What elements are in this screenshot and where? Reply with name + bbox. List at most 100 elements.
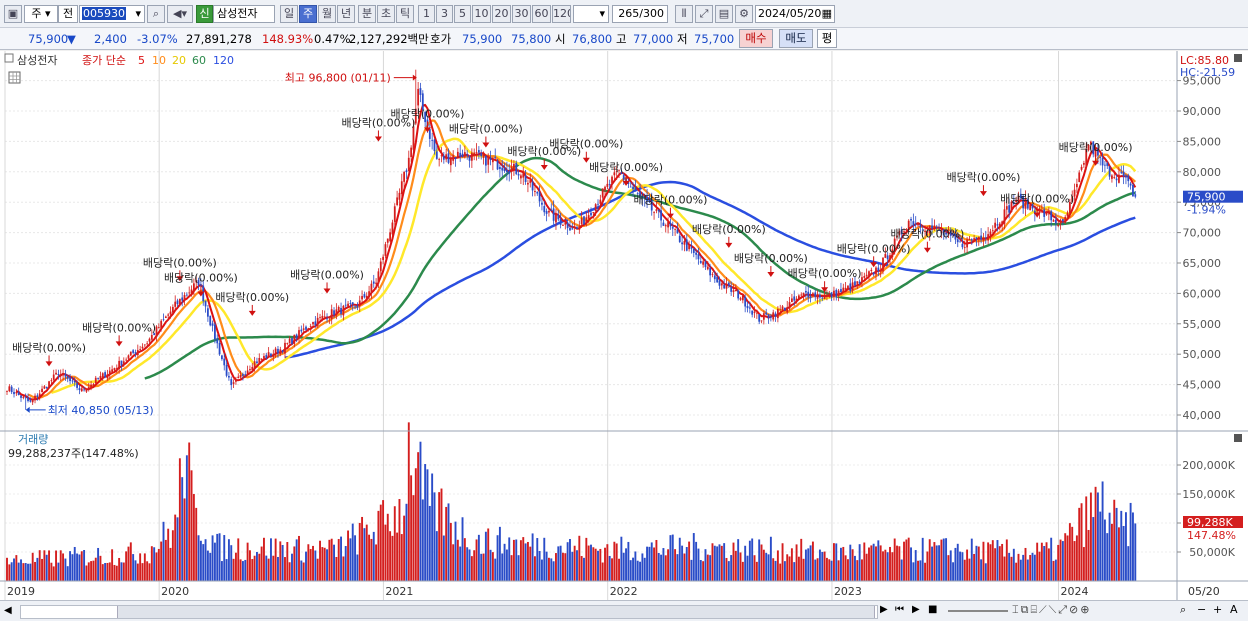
play-icon[interactable]: ▶: [912, 604, 920, 615]
volume-panel-close-icon[interactable]: [1234, 434, 1242, 442]
interval-custom-select[interactable]: ▾: [573, 5, 609, 23]
interval-5[interactable]: 5: [454, 5, 471, 23]
volume-bar: [232, 558, 235, 581]
volume-bar: [414, 468, 417, 581]
volume-bar: [594, 548, 597, 581]
volume-bar: [744, 545, 747, 581]
code-input[interactable]: 005930 ▾: [79, 5, 145, 23]
candle-body: [242, 374, 244, 376]
candle-body: [660, 210, 662, 221]
scroll-thumb[interactable]: [117, 606, 875, 618]
legend-toggle-icon[interactable]: [4, 53, 14, 63]
volume-bar: [337, 539, 340, 581]
period-tick[interactable]: 틱: [396, 5, 414, 23]
volume-bar: [711, 543, 714, 581]
candle-body: [725, 283, 728, 289]
candle-body: [819, 294, 821, 298]
scroll-track[interactable]: [20, 605, 878, 619]
dividend-marker-arrow: [1092, 160, 1100, 166]
volume-bar: [375, 544, 378, 581]
zoom-slider[interactable]: [948, 610, 1008, 612]
speaker-icon[interactable]: ◀▾: [167, 5, 193, 23]
candle-body: [211, 323, 214, 326]
rewind-icon[interactable]: ⏮: [895, 604, 904, 615]
volume-bar: [344, 546, 347, 581]
period-year[interactable]: 년: [337, 5, 355, 23]
candle-body: [534, 191, 536, 193]
volume-bar: [982, 541, 985, 581]
dividend-label: 배당락(0.00%): [1000, 192, 1074, 205]
search-icon[interactable]: ⌕: [147, 5, 165, 23]
dividend-marker-arrow: [767, 272, 775, 278]
candle-body: [854, 281, 856, 286]
eval-button[interactable]: 평: [817, 29, 837, 48]
volume-bar: [1122, 526, 1125, 581]
period-minute[interactable]: 분: [358, 5, 376, 23]
volume-bar: [307, 544, 310, 581]
volume-bar: [1017, 553, 1020, 581]
period-day[interactable]: 일: [280, 5, 298, 23]
interval-30[interactable]: 30: [512, 5, 531, 23]
period-second[interactable]: 초: [377, 5, 395, 23]
candle-body: [1038, 208, 1041, 213]
volume-bar: [702, 561, 705, 581]
drawing-tools-icon[interactable]: ⌶⧉⌸⟋⟍⤢⊘⊕: [1012, 603, 1092, 616]
volume-bar: [758, 539, 761, 581]
candle-body: [1090, 141, 1092, 145]
zoom-in-icon[interactable]: +: [1213, 603, 1223, 616]
stock-chart[interactable]: 최고 96,800 (01/11) 최저 40,850 (05/13) 배당락(0.…: [0, 51, 1248, 603]
volume-bar: [335, 556, 338, 581]
sell-button[interactable]: 매도: [779, 29, 813, 48]
interval-60[interactable]: 60: [532, 5, 551, 23]
stop-icon[interactable]: ■: [928, 604, 938, 615]
calendar-icon[interactable]: ▦: [821, 7, 832, 20]
volume-bar: [552, 561, 555, 581]
volume-bar: [452, 544, 455, 581]
interval-20[interactable]: 20: [492, 5, 511, 23]
volume-bar: [204, 539, 207, 581]
buy-button[interactable]: 매수: [739, 29, 773, 48]
candle-body: [249, 369, 251, 371]
grid-toggle-icon[interactable]: [8, 71, 21, 84]
candle-body: [169, 311, 172, 315]
volume-bar: [952, 562, 955, 581]
volume-bar: [36, 557, 39, 581]
volume-bar: [877, 540, 880, 581]
scroll-right-icon[interactable]: ▶: [880, 604, 888, 615]
candle-body: [473, 152, 476, 156]
interval-120[interactable]: 120: [552, 5, 571, 23]
interval-3[interactable]: 3: [436, 5, 453, 23]
save-icon[interactable]: ▤: [715, 5, 733, 23]
count-input[interactable]: 265/300: [612, 5, 668, 23]
interval-1[interactable]: 1: [418, 5, 435, 23]
zoom-search-icon[interactable]: ⌕: [1180, 603, 1187, 616]
candle-body: [879, 269, 882, 272]
candle-type-icon[interactable]: ⫴: [675, 5, 693, 23]
zoom-out-icon[interactable]: −: [1197, 603, 1207, 616]
volume-bar: [108, 562, 111, 581]
prev-code-button[interactable]: 전: [58, 5, 78, 23]
period-week[interactable]: 주: [299, 5, 317, 23]
window-menu-icon[interactable]: ▣: [4, 5, 22, 23]
gear-icon[interactable]: ⚙: [735, 5, 753, 23]
volume-bar: [800, 538, 803, 581]
dividend-label: 배당락(0.00%): [82, 321, 156, 334]
period-month[interactable]: 월: [318, 5, 336, 23]
candle-body: [71, 380, 74, 382]
candle-body: [279, 349, 282, 355]
interval-10[interactable]: 10: [472, 5, 491, 23]
candle-body: [1005, 206, 1008, 210]
candle-body: [300, 329, 303, 332]
font-size-icon[interactable]: A: [1230, 603, 1238, 616]
code-dropdown-icon[interactable]: ▾: [135, 7, 141, 20]
scroll-left-icon[interactable]: ◀: [4, 605, 12, 616]
candle-body: [489, 157, 492, 161]
volume-bar: [599, 548, 602, 581]
candle-body: [676, 229, 679, 234]
market-select[interactable]: 주 ▾: [24, 5, 58, 23]
date-input[interactable]: 2024/05/20 ▦: [755, 5, 835, 23]
candle-body: [833, 290, 835, 298]
draw-tool-icon[interactable]: ⤢: [695, 5, 713, 23]
price-panel-close-icon[interactable]: [1234, 54, 1242, 62]
candle-body: [314, 321, 317, 326]
